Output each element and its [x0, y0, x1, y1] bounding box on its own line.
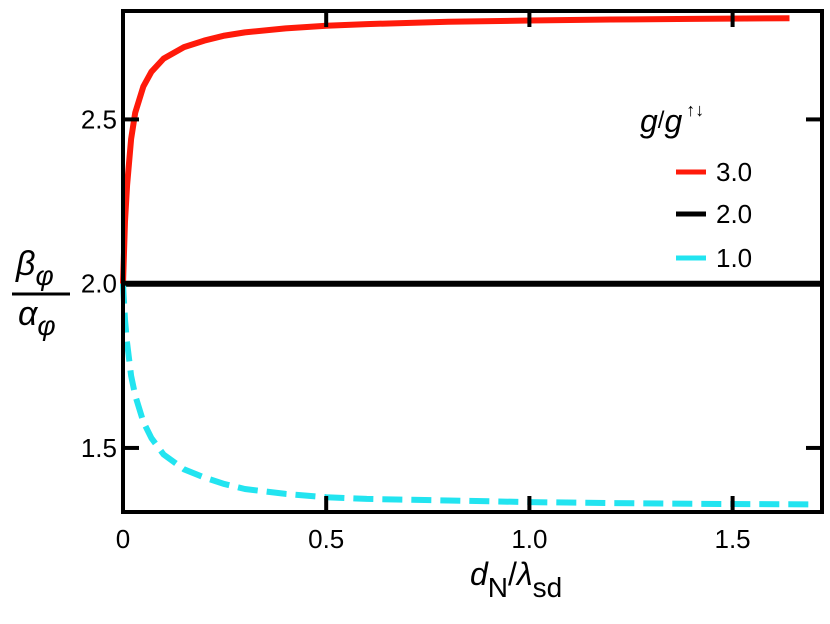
y-label-denominator-sub: φ	[37, 310, 55, 341]
legend-title-sep: /	[658, 107, 665, 134]
x-axis-label: dN/λsd	[470, 556, 562, 603]
svg-text:αφ: αφ	[18, 295, 56, 341]
y-tick-label: 2.0	[81, 269, 117, 299]
y-tick-label: 2.5	[81, 104, 117, 134]
series-line-2	[120, 283, 814, 508]
legend-entries: 3.0 2.0 1.0	[676, 157, 752, 273]
legend-title-g2: g	[664, 103, 682, 139]
plot-frame	[121, 9, 824, 514]
tick-labels: 0 0.5 1.0 1.5 1.5 2.0 2.5	[81, 104, 751, 554]
axis-ticks	[123, 11, 822, 512]
x-label-denominator: λ	[515, 556, 533, 592]
y-label-numerator: β	[15, 245, 35, 283]
x-tick-label: 1.5	[715, 524, 751, 554]
y-tick-label: 1.5	[81, 433, 117, 463]
legend: g/g ↑↓ 3.02.01.0	[640, 100, 752, 273]
legend-label: 2.0	[716, 199, 752, 229]
svg-text:βφ: βφ	[15, 245, 54, 291]
x-tick-label: 1.0	[511, 524, 547, 554]
legend-label: 3.0	[716, 157, 752, 187]
legend-title: g/g ↑↓	[640, 100, 704, 139]
x-label-denominator-sub: sd	[533, 572, 563, 603]
plot-lines	[120, 15, 822, 508]
y-label-numerator-sub: φ	[35, 260, 53, 291]
y-label-denominator: α	[18, 295, 39, 333]
x-label-main: d	[470, 556, 489, 592]
legend-title-g1: g	[640, 103, 658, 139]
x-label-main-sub: N	[488, 572, 508, 603]
x-tick-label: 0	[116, 524, 130, 554]
legend-title-sup: ↑↓	[686, 100, 704, 120]
legend-label: 1.0	[716, 243, 752, 273]
x-tick-label: 0.5	[308, 524, 344, 554]
series-line-0	[120, 15, 790, 284]
y-axis-label: βφ αφ	[12, 245, 70, 341]
x-label-sep: /	[508, 556, 517, 592]
